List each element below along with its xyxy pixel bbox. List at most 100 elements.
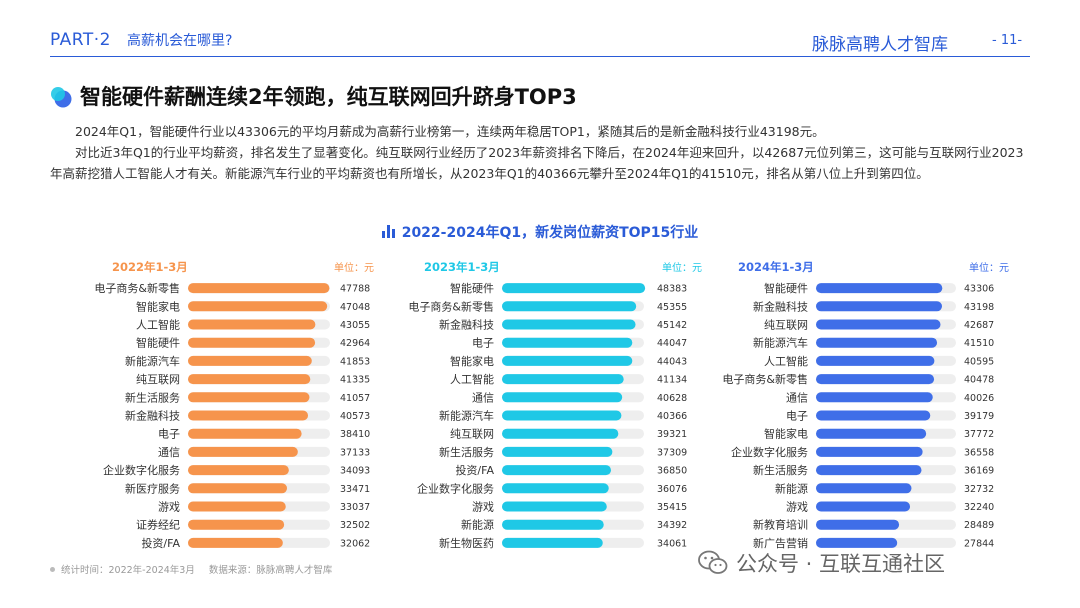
bar [816, 537, 898, 548]
bar [502, 355, 633, 366]
bar [816, 501, 911, 512]
category-label: 新能源 [775, 481, 808, 495]
chart-title-text: 2022-2024年Q1，新发岗位薪资TOP15行业 [401, 225, 699, 241]
bar [816, 465, 922, 476]
category-label: 游戏 [472, 501, 494, 514]
value-label: 37133 [340, 447, 370, 458]
bar [502, 319, 636, 330]
value-label: 41853 [340, 356, 370, 367]
category-label: 纯互联网 [136, 373, 180, 386]
value-label: 40478 [964, 375, 994, 386]
value-label: 32732 [964, 484, 994, 495]
value-label: 32240 [964, 502, 994, 513]
category-label: 新教育培训 [753, 518, 808, 532]
bullet-dot-icon [50, 567, 55, 572]
bar [816, 374, 935, 385]
bar [188, 374, 311, 385]
value-label: 47048 [340, 302, 370, 313]
value-label: 43198 [964, 302, 994, 313]
bar [816, 337, 938, 348]
value-label: 28489 [964, 520, 994, 531]
value-label: 33037 [340, 502, 370, 513]
value-label: 35415 [657, 502, 687, 513]
bar [502, 519, 604, 530]
chart-panel-2023: 2023年1-3月 单位：元 智能硬件 48383 电子商务&新零售 45355 新金融科技… [382, 258, 708, 554]
value-label: 42964 [340, 338, 370, 349]
value-label: 41057 [340, 393, 370, 404]
category-label: 企业数字化服务 [103, 463, 180, 477]
category-label: 智能硬件 [136, 336, 180, 350]
chart-panel-2022: 2022年1-3月 单位：元 电子商务&新零售 47788 智能家电 47048 人工智能 4… [68, 258, 378, 554]
value-label: 43306 [964, 284, 994, 295]
chart-panel-title: 2022年1-3月 [112, 260, 188, 274]
category-label: 新能源汽车 [439, 409, 494, 423]
bar [502, 337, 633, 348]
part-label: PART·2 [50, 30, 111, 50]
value-label: 34392 [657, 520, 687, 531]
category-label: 新金融科技 [753, 299, 808, 313]
bar [502, 446, 613, 457]
bar [502, 428, 619, 439]
category-label: 电子 [786, 410, 808, 423]
bar [502, 537, 603, 548]
category-label: 智能家电 [764, 427, 808, 441]
bar [502, 374, 624, 385]
category-label: 智能硬件 [450, 281, 494, 295]
category-label: 新金融科技 [125, 409, 180, 423]
bar [188, 465, 289, 476]
paragraph-2: 对比近3年Q1的行业平均薪资，排名发生了显著变化。纯互联网行业经历了2023年薪… [50, 145, 1024, 181]
value-label: 36169 [964, 466, 994, 477]
unit-label: 单位：元 [334, 261, 374, 274]
bar [188, 410, 309, 421]
category-label: 新能源汽车 [125, 354, 180, 368]
category-label: 通信 [158, 446, 180, 459]
value-label: 37309 [657, 447, 687, 458]
category-label: 新生物医药 [439, 536, 494, 550]
value-label: 33471 [340, 484, 370, 495]
value-label: 48383 [657, 284, 687, 295]
header-divider [50, 56, 1030, 57]
bar [188, 301, 328, 312]
bar [188, 283, 330, 294]
watermark-text: 公众号 · 互联互通社区 [736, 552, 946, 576]
value-label: 41134 [657, 375, 687, 386]
value-label: 39321 [657, 429, 687, 440]
value-label: 41510 [964, 338, 994, 349]
paragraph-1: 2024年Q1，智能硬件行业以43306元的平均月薪成为高薪行业榜第一，连续两年… [75, 124, 825, 139]
chart-panel-2024: 2024年1-3月 单位：元 智能硬件 43306 新金融科技 43198 纯互联网 4268… [702, 258, 1016, 554]
value-label: 47788 [340, 284, 370, 295]
value-label: 39179 [964, 411, 994, 422]
bar [816, 483, 912, 494]
value-label: 32502 [340, 520, 370, 531]
category-label: 新生活服务 [125, 390, 180, 404]
value-label: 36850 [657, 466, 687, 477]
category-label: 新生活服务 [753, 463, 808, 477]
category-label: 电子商务&新零售 [722, 372, 808, 386]
bar [816, 319, 941, 330]
value-label: 32062 [340, 538, 370, 549]
value-label: 36558 [964, 447, 994, 458]
category-label: 人工智能 [136, 318, 180, 332]
value-label: 40026 [964, 393, 994, 404]
category-label: 新能源汽车 [753, 336, 808, 350]
bar [502, 465, 612, 476]
category-label: 电子 [158, 428, 180, 441]
value-label: 41335 [340, 375, 370, 386]
bar [188, 337, 316, 348]
bar [188, 428, 302, 439]
bar [188, 519, 285, 530]
chart-panel-title: 2023年1-3月 [424, 260, 500, 274]
category-label: 电子 [472, 337, 494, 350]
section-title: 高薪机会在哪里? [126, 33, 233, 49]
bar [816, 519, 900, 530]
value-label: 43055 [340, 320, 370, 331]
bar [502, 410, 622, 421]
value-label: 45355 [657, 302, 687, 313]
value-label: 34093 [340, 466, 370, 477]
category-label: 通信 [472, 391, 494, 404]
category-label: 证券经纪 [136, 518, 180, 532]
bar [816, 446, 923, 457]
brand-name: 脉脉高聘人才智库 [812, 35, 948, 55]
chart-title: 2022-2024年Q1，新发岗位薪资TOP15行业 [0, 222, 1080, 242]
